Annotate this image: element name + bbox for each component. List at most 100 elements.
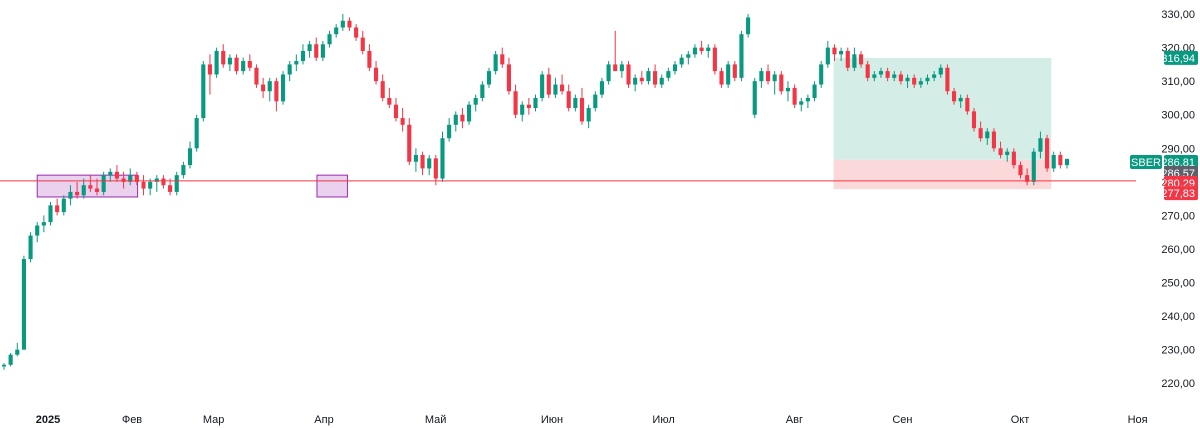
x-tick-label: Авг bbox=[786, 414, 803, 426]
candle bbox=[1, 363, 7, 370]
highlight-box-1 bbox=[36, 174, 139, 198]
candle bbox=[101, 171, 106, 196]
candle bbox=[858, 50, 864, 68]
candle-body bbox=[460, 114, 465, 122]
candle bbox=[785, 81, 791, 102]
candle-body bbox=[692, 47, 698, 55]
candle bbox=[619, 61, 624, 78]
candle bbox=[214, 47, 219, 78]
candle bbox=[626, 61, 631, 88]
candle bbox=[918, 77, 923, 88]
symbol-badge: SBER bbox=[1130, 155, 1162, 170]
candle bbox=[360, 30, 365, 55]
y-tick-label: 300,00 bbox=[1161, 110, 1195, 122]
candle bbox=[413, 148, 418, 172]
candle bbox=[506, 57, 511, 95]
candle bbox=[48, 202, 53, 226]
candle-body bbox=[161, 178, 166, 186]
candle-body bbox=[267, 81, 272, 92]
candle bbox=[805, 94, 810, 109]
candle bbox=[639, 71, 644, 85]
candle-body bbox=[579, 97, 585, 122]
candle bbox=[8, 353, 13, 367]
candle-body bbox=[719, 71, 724, 85]
symbol-badge-bg bbox=[1130, 155, 1162, 170]
candle bbox=[294, 54, 299, 72]
candle bbox=[845, 47, 850, 72]
stop-price-badge: 277,83 bbox=[1161, 186, 1198, 201]
candle bbox=[307, 40, 312, 58]
target-price-badge-bg bbox=[1164, 50, 1198, 65]
candle bbox=[951, 87, 957, 105]
candle bbox=[427, 155, 432, 176]
candle-body bbox=[360, 37, 365, 51]
candle bbox=[334, 24, 339, 38]
candle bbox=[314, 37, 319, 62]
candle-body bbox=[373, 67, 379, 82]
candle-body bbox=[314, 44, 319, 58]
candle bbox=[194, 114, 199, 152]
candle-body bbox=[779, 74, 784, 92]
candle-body bbox=[858, 54, 864, 65]
candle-body bbox=[586, 108, 591, 122]
candle bbox=[420, 151, 425, 176]
candle bbox=[187, 141, 193, 169]
candle-body bbox=[878, 71, 884, 75]
x-tick-label: Сен bbox=[892, 414, 912, 426]
price-axis[interactable]: 330,00320,00310,00300,00290,00280,00270,… bbox=[1161, 9, 1195, 390]
candle-body bbox=[187, 148, 193, 166]
candle-body bbox=[772, 74, 777, 82]
candle bbox=[174, 171, 179, 196]
candle-body bbox=[427, 158, 432, 169]
candle-body bbox=[633, 77, 638, 85]
candle bbox=[772, 71, 777, 95]
candle bbox=[812, 81, 817, 102]
candle bbox=[825, 40, 830, 68]
candle bbox=[447, 118, 452, 142]
time-axis[interactable]: 2025 Фев Мар Апр Май Июн Июл Авг Сен Окт Ноя bbox=[36, 414, 1148, 426]
candle bbox=[998, 141, 1003, 159]
stop-price-badge-text: 277,83 bbox=[1161, 188, 1195, 200]
candle-body bbox=[998, 148, 1003, 156]
x-tick-label: 2025 bbox=[36, 414, 60, 426]
candle-body bbox=[606, 64, 611, 82]
candle bbox=[706, 44, 711, 58]
candle bbox=[267, 77, 272, 102]
candle bbox=[207, 54, 213, 95]
candle bbox=[68, 185, 73, 206]
candle bbox=[61, 195, 66, 216]
candle-body bbox=[560, 84, 565, 92]
candle-body bbox=[393, 104, 399, 119]
candle bbox=[692, 44, 698, 58]
candle bbox=[832, 44, 837, 62]
x-tick-label: Мар bbox=[203, 414, 225, 426]
candle bbox=[154, 175, 159, 192]
y-tick-label: 290,00 bbox=[1161, 143, 1195, 155]
candle bbox=[520, 101, 525, 122]
candle-body bbox=[480, 84, 485, 98]
candle bbox=[606, 61, 611, 85]
candle bbox=[732, 61, 737, 82]
candle bbox=[659, 74, 664, 88]
candle-body bbox=[1064, 159, 1070, 166]
candle bbox=[878, 67, 884, 78]
candle-body bbox=[101, 175, 106, 192]
candle-body bbox=[1058, 155, 1063, 166]
candle bbox=[460, 108, 465, 129]
candle bbox=[573, 94, 578, 112]
candle-body bbox=[566, 91, 571, 109]
highlight-box-2 bbox=[316, 174, 348, 198]
candle-body bbox=[221, 50, 226, 65]
candle bbox=[367, 44, 372, 72]
profit-zone bbox=[833, 57, 1052, 160]
candle bbox=[965, 94, 970, 115]
candle-body bbox=[732, 64, 737, 78]
candle-body bbox=[865, 64, 870, 78]
candle bbox=[540, 71, 545, 102]
candle-body bbox=[752, 81, 757, 115]
y-tick-label: 260,00 bbox=[1161, 244, 1195, 256]
candle-body bbox=[334, 27, 339, 35]
candle-body bbox=[347, 20, 352, 28]
candle-body bbox=[819, 64, 824, 85]
